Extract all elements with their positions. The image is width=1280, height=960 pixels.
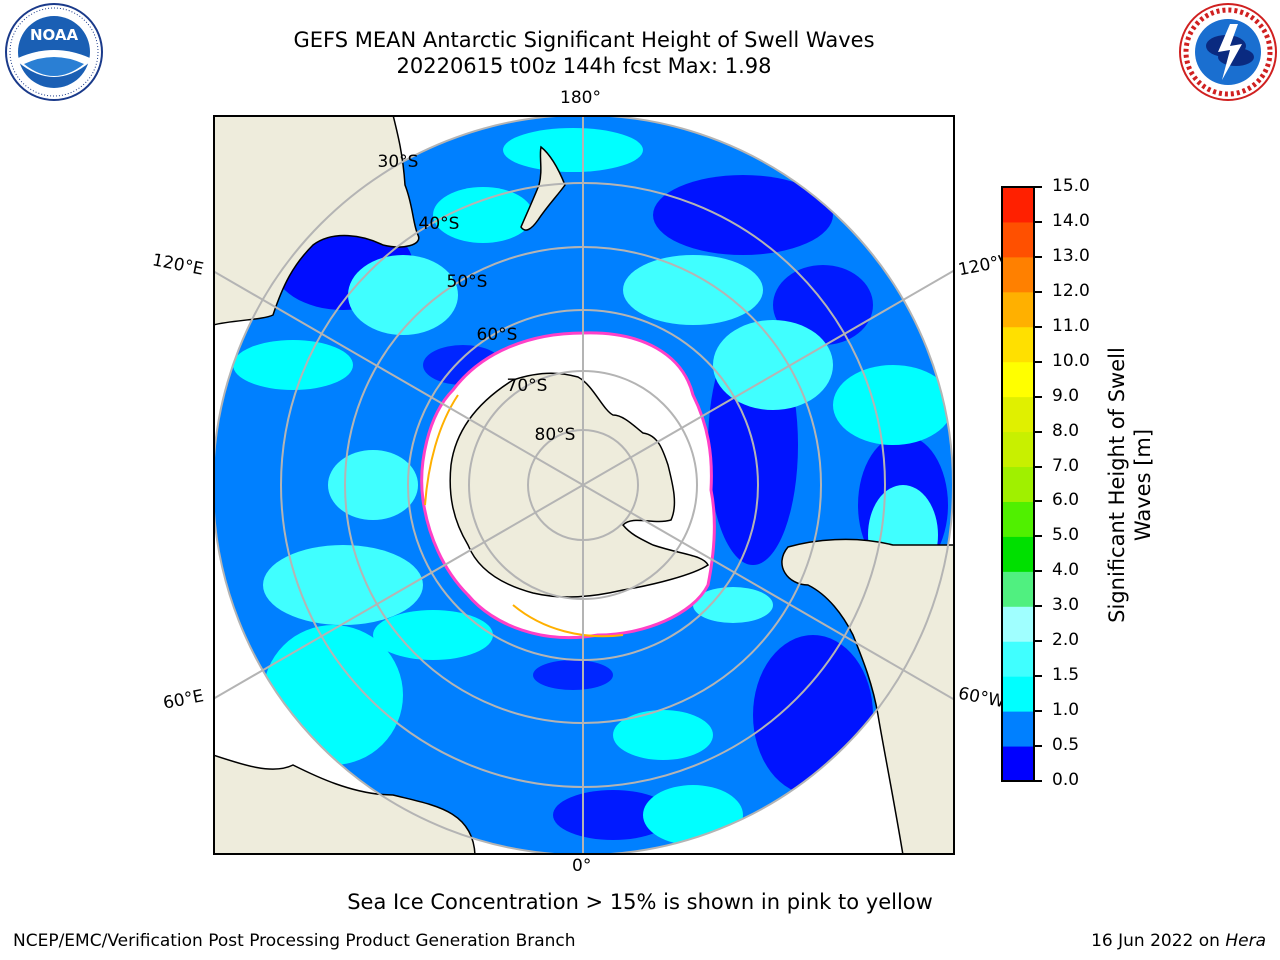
footer-date: 16 Jun 2022 on Hera xyxy=(1091,931,1266,951)
colorbar-tick-label: 12.0 xyxy=(1052,280,1090,301)
nws-logo xyxy=(1179,3,1277,101)
land-africa xyxy=(213,754,476,855)
colorbar-segment xyxy=(1002,606,1034,642)
colorbar-tick-mark xyxy=(1034,535,1042,538)
colorbar-segment xyxy=(1002,746,1034,782)
colorbar-tick-mark xyxy=(1034,325,1042,328)
colorbar-tick-label: 0.5 xyxy=(1052,735,1080,756)
chart-title: GEFS MEAN Antarctic Significant Height o… xyxy=(293,28,875,52)
colorbar-segment xyxy=(1002,536,1034,572)
colorbar-tick-mark xyxy=(1034,430,1042,433)
lat-label-40s: 40°S xyxy=(419,214,460,234)
colorbar-segment xyxy=(1002,256,1034,293)
colorbar-tick-mark xyxy=(1034,360,1042,363)
colorbar-tick-mark xyxy=(1034,675,1042,678)
colorbar-tick-mark xyxy=(1034,745,1042,748)
noaa-logo: NOAA xyxy=(5,3,103,101)
colorbar-tick-label: 1.0 xyxy=(1052,700,1080,721)
colorbar-label: Significant Height of Swell Waves [m] xyxy=(1105,347,1155,623)
lat-label-50s: 50°S xyxy=(447,272,488,292)
colorbar-tick-mark xyxy=(1034,186,1042,188)
land-australia xyxy=(213,115,420,326)
colorbar-tick-mark xyxy=(1034,255,1042,258)
colorbar-segment xyxy=(1002,571,1034,607)
lon-label-180: 180° xyxy=(560,88,601,108)
colorbar-tick-mark xyxy=(1034,710,1042,713)
colorbar-segment xyxy=(1002,221,1034,258)
colorbar-segment xyxy=(1002,361,1034,398)
lat-label-80s: 80°S xyxy=(535,425,576,445)
colorbar-tick-label: 10.0 xyxy=(1052,350,1090,371)
colorbar-tick-label: 8.0 xyxy=(1052,420,1080,441)
colorbar-tick-mark xyxy=(1034,605,1042,608)
lon-label-60e: 60°E xyxy=(161,686,206,714)
colorbar-tick-label: 7.0 xyxy=(1052,455,1080,476)
colorbar-tick-label: 4.0 xyxy=(1052,560,1080,581)
colorbar-tick-label: 0.0 xyxy=(1052,770,1080,790)
lon-label-0: 0° xyxy=(572,856,592,876)
colorbar-segment xyxy=(1002,711,1034,747)
map-frame xyxy=(213,115,955,855)
colorbar-tick-label: 9.0 xyxy=(1052,385,1080,406)
colorbar xyxy=(1001,186,1035,782)
sea-ice-note: Sea Ice Concentration > 15% is shown in … xyxy=(347,890,933,914)
colorbar-tick-mark xyxy=(1034,570,1042,573)
polar-map: 30°S 40°S 50°S 60°S 70°S 80°S xyxy=(213,115,955,855)
land-new-zealand xyxy=(520,145,566,231)
colorbar-tick-label: 13.0 xyxy=(1052,245,1090,266)
colorbar-tick-label: 3.0 xyxy=(1052,595,1080,616)
colorbar-segment xyxy=(1002,187,1034,223)
lon-label-120e: 120°E xyxy=(150,250,206,280)
colorbar-tick-label: 5.0 xyxy=(1052,525,1080,546)
noaa-logo-text: NOAA xyxy=(30,26,79,44)
colorbar-segment xyxy=(1002,676,1034,712)
colorbar-tick-mark xyxy=(1034,220,1042,223)
swell-patches xyxy=(233,128,953,845)
colorbar-tick-label: 6.0 xyxy=(1052,490,1080,511)
colorbar-tick-mark xyxy=(1034,395,1042,398)
colorbar-segment xyxy=(1002,501,1034,537)
colorbar-tick-mark xyxy=(1034,780,1042,782)
colorbar-segment xyxy=(1002,326,1034,363)
lat-label-30s: 30°S xyxy=(378,152,419,172)
lat-label-70s: 70°S xyxy=(507,376,548,396)
colorbar-tick-mark xyxy=(1034,500,1042,503)
colorbar-tick-mark xyxy=(1034,640,1042,643)
colorbar-tick-label: 2.0 xyxy=(1052,630,1080,651)
colorbar-segment xyxy=(1002,431,1034,468)
land-antarctica xyxy=(449,372,709,598)
colorbar-tick-mark xyxy=(1034,290,1042,293)
colorbar-tick-label: 14.0 xyxy=(1052,210,1090,231)
colorbar-segment xyxy=(1002,466,1034,502)
chart-subtitle: 20220615 t00z 144h fcst Max: 1.98 xyxy=(396,54,772,78)
colorbar-tick-label: 1.5 xyxy=(1052,665,1080,686)
colorbar-tick-label: 11.0 xyxy=(1052,315,1090,336)
lat-label-60s: 60°S xyxy=(477,325,518,345)
colorbar-segment xyxy=(1002,396,1034,433)
colorbar-segment xyxy=(1002,291,1034,328)
colorbar-segment xyxy=(1002,641,1034,677)
footer-credit: NCEP/EMC/Verification Post Processing Pr… xyxy=(13,931,576,951)
lon-label-60w: 60°W xyxy=(956,683,1007,713)
colorbar-tick-mark xyxy=(1034,465,1042,468)
colorbar-tick-label: 15.0 xyxy=(1052,176,1090,196)
